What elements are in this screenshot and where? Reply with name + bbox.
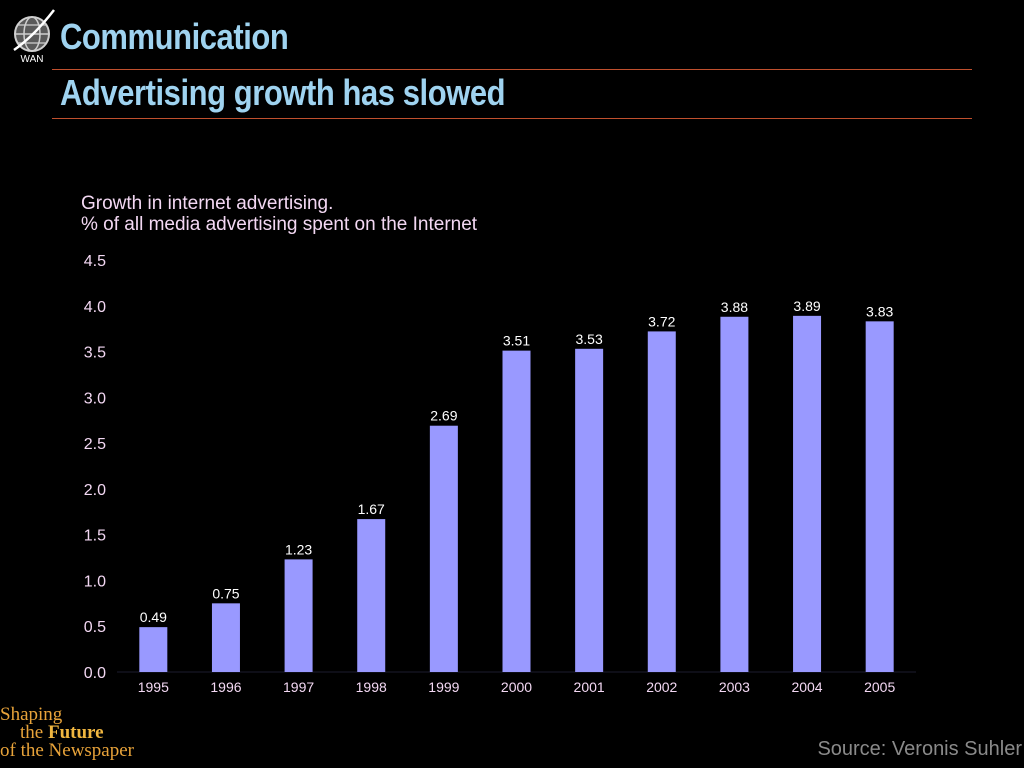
x-tick-label: 1999 xyxy=(428,679,459,695)
tagline-future: Future xyxy=(47,722,104,743)
bar xyxy=(502,350,531,672)
bar xyxy=(865,321,894,672)
bar xyxy=(139,627,168,672)
tagline-line-2: the Future xyxy=(0,722,170,743)
data-label: 3.88 xyxy=(721,299,748,315)
y-tick-label: 2.0 xyxy=(84,482,106,499)
chart-title-line-1: Growth in internet advertising. xyxy=(81,193,334,214)
page-subtitle: Advertising growth has slowed xyxy=(60,72,506,113)
x-tick-label: 1997 xyxy=(283,679,314,695)
y-tick-label: 3.5 xyxy=(84,345,106,362)
tagline-line-1: Shaping xyxy=(0,704,63,725)
data-label: 3.51 xyxy=(503,333,530,349)
data-label: 2.69 xyxy=(430,408,457,424)
y-tick-label: 4.0 xyxy=(84,299,106,316)
bar xyxy=(357,519,386,672)
x-tick-label: 2005 xyxy=(864,679,895,695)
data-label: 3.83 xyxy=(866,303,893,319)
page-title: Communication xyxy=(60,16,289,57)
y-tick-label: 4.5 xyxy=(84,253,106,270)
x-tick-label: 2004 xyxy=(791,679,822,695)
data-label: 3.53 xyxy=(576,331,603,347)
shaping-the-future-logo: Shaping the Future of the Newspaper xyxy=(0,704,170,761)
bar xyxy=(793,315,822,672)
bar xyxy=(647,331,676,672)
data-label: 1.23 xyxy=(285,541,312,557)
x-tick-label: 2002 xyxy=(646,679,677,695)
tagline-the: the xyxy=(20,722,44,743)
y-tick-label: 1.5 xyxy=(84,528,106,545)
y-tick-label: 0.0 xyxy=(84,665,106,682)
data-label: 1.67 xyxy=(358,501,385,517)
y-tick-label: 1.0 xyxy=(84,573,106,590)
y-tick-label: 3.0 xyxy=(84,390,106,407)
subtitle-divider xyxy=(52,118,972,119)
data-label: 3.72 xyxy=(648,313,675,329)
y-tick-label: 2.5 xyxy=(84,436,106,453)
x-tick-label: 1998 xyxy=(356,679,387,695)
x-tick-label: 2001 xyxy=(574,679,605,695)
source-note: Source: Veronis Suhler xyxy=(817,738,1022,760)
bar xyxy=(575,348,604,672)
wan-globe-logo-icon: WAN xyxy=(13,9,55,64)
x-tick-label: 2000 xyxy=(501,679,532,695)
x-tick-label: 1995 xyxy=(138,679,169,695)
logo-text: WAN xyxy=(21,54,44,64)
data-label: 0.75 xyxy=(212,585,239,601)
bar xyxy=(211,603,240,672)
title-divider xyxy=(52,69,972,70)
bar xyxy=(284,559,313,672)
bar xyxy=(429,425,458,672)
data-label: 3.89 xyxy=(793,298,820,314)
data-label: 0.49 xyxy=(140,609,167,625)
bar-chart: 0.0 0.5 1.0 1.5 2.0 2.5 3.0 3.5 4.0 4.5 0.49 1995 0.… xyxy=(84,253,916,695)
chart-title: Growth in internet advertising. % of all… xyxy=(81,193,477,235)
x-tick-label: 2003 xyxy=(719,679,750,695)
y-tick-label: 0.5 xyxy=(84,619,106,636)
chart-title-line-2: % of all media advertising spent on the … xyxy=(81,214,478,235)
tagline-line-3: of the Newspaper xyxy=(0,740,135,761)
x-tick-label: 1996 xyxy=(210,679,241,695)
bar xyxy=(720,316,749,672)
